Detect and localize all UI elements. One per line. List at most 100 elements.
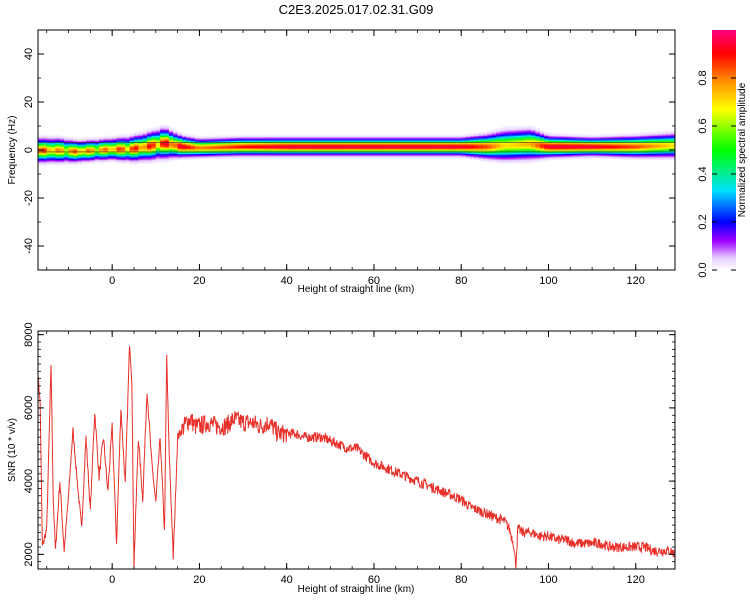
heatmap-cell [487,160,493,163]
heatmap-cell [55,150,61,152]
heatmap-cell [644,132,650,134]
heatmap-cell [238,148,244,151]
heatmap-cell [147,136,152,139]
heatmap-cell [256,146,261,148]
heatmap-cell [531,130,536,133]
heatmap-cell [657,150,663,152]
heatmap-cell [426,152,432,154]
heatmap-cell [225,154,231,157]
heatmap-cell [304,135,309,138]
heatmap-cell [408,157,414,159]
heatmap-cell [330,156,336,158]
heatmap-cell [544,132,549,134]
heatmap-cell [413,142,418,145]
heatmap-cell [147,135,152,138]
heatmap-cell [190,158,196,160]
heatmap-cell [68,147,74,150]
heatmap-cell [535,138,541,140]
heatmap-cell [90,159,96,162]
heatmap-cell [648,156,654,158]
heatmap-cell [317,138,322,140]
heatmap-cell [81,150,87,152]
heatmap-cell [151,130,157,133]
heatmap-cell [72,144,78,146]
heatmap-cell [539,140,545,142]
heatmap-cell [72,159,78,162]
heatmap-cell [548,138,554,140]
heatmap-cell [504,129,510,132]
heatmap-cell [216,147,222,150]
heatmap-cell [260,148,266,151]
heatmap-cell [38,162,43,164]
heatmap-cell [199,148,205,151]
heatmap-cell [243,150,248,152]
heatmap-cell [548,154,554,157]
heatmap-cell [417,148,423,151]
heatmap-cell [618,153,624,156]
heatmap-cell [526,153,532,156]
heatmap-cell [55,136,61,139]
heatmap-cell [487,146,493,148]
heatmap-cell [352,153,357,156]
heatmap-cell [491,144,497,146]
heatmap-cell [120,134,126,136]
heatmap-cell [552,156,558,158]
heatmap-cell [513,145,519,147]
heatmap-cell [238,156,244,158]
heatmap-cell [478,158,484,160]
heatmap-cell [478,134,484,136]
heatmap-cell [190,136,196,139]
heatmap-cell [517,159,523,162]
heatmap-cell [308,152,314,154]
heatmap-cell [382,142,388,145]
heatmap-cell [539,158,545,160]
heatmap-cell [299,153,305,156]
heatmap-cell [260,144,266,146]
heatmap-cell [426,135,432,138]
heatmap-cell [142,132,148,134]
heatmap-cell [452,146,458,148]
heatmap-cell [64,154,69,157]
heatmap-cell [81,138,87,140]
heatmap-cell [282,146,288,148]
heatmap-cell [517,126,523,128]
heatmap-cell [269,147,274,150]
heatmap-cell [243,156,248,158]
heatmap-cell [373,135,379,138]
heatmap-cell [452,154,458,157]
heatmap-cell [229,150,235,152]
heatmap-cell [378,147,384,150]
heatmap-cell [325,138,331,140]
heatmap-cell [208,153,213,156]
heatmap-cell [513,158,519,160]
heatmap-cell [151,159,157,162]
heatmap-cell [264,154,270,157]
heatmap-cell [295,153,301,156]
heatmap-cell [308,146,314,148]
heatmap-cell [579,147,584,150]
heatmap-cell [500,138,506,140]
heatmap-cell [64,150,69,152]
heatmap-cell [435,150,440,152]
heatmap-cell [622,140,628,142]
heatmap-cell [535,156,541,158]
heatmap-cell [295,139,301,141]
heatmap-cell [474,157,480,159]
heatmap-cell [277,138,283,140]
heatmap-cell [216,139,222,141]
heatmap-cell [64,147,69,150]
heatmap-cell [312,152,318,154]
heatmap-cell [203,153,209,156]
heatmap-cell [661,139,667,141]
heatmap-cell [561,157,567,159]
heatmap-cell [38,146,43,148]
snr-line-layer [38,346,675,569]
heatmap-cell [190,145,196,147]
heatmap-cell [443,144,449,146]
heatmap-cell [613,152,619,154]
heatmap-cell [592,152,597,154]
heatmap-cell [413,157,418,159]
heatmap-cell [500,140,506,142]
heatmap-cell [574,154,580,157]
heatmap-cell [513,159,519,162]
